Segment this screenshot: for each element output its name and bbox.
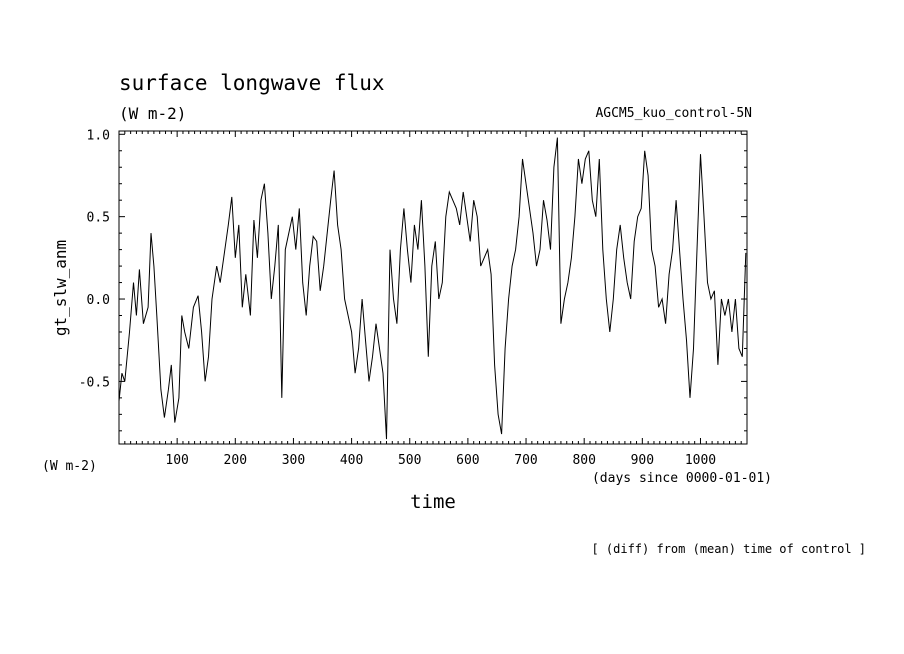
y-axis-tick-labels: -0.5 0.0 0.5 1.0 xyxy=(79,128,110,390)
y-tick-label: 0.5 xyxy=(87,211,110,226)
y-axis-label: gt_slw_anm xyxy=(51,240,70,336)
x-axis-tick-labels: 100 200 300 400 500 600 700 800 900 1000 xyxy=(165,453,716,468)
x-tick-label: 800 xyxy=(572,453,595,468)
x-tick-label: 300 xyxy=(282,453,305,468)
experiment-label: AGCM5_kuo_control-5N xyxy=(595,106,752,121)
x-axis-label: time xyxy=(410,491,456,513)
y-axis-units: (W m-2) xyxy=(42,459,97,474)
chart-title: surface longwave flux xyxy=(119,71,385,95)
series-line xyxy=(118,137,747,440)
x-tick-label: 500 xyxy=(398,453,421,468)
footnote: [ (diff) from (mean) time of control ] xyxy=(591,542,866,556)
y-tick-label: 1.0 xyxy=(87,128,110,143)
x-axis-units: (days since 0000-01-01) xyxy=(592,471,772,486)
y-tick-label: -0.5 xyxy=(79,375,110,390)
y-tick-label: 0.0 xyxy=(87,293,110,308)
chart-units: (W m-2) xyxy=(119,104,186,123)
x-tick-label: 700 xyxy=(514,453,537,468)
axis-ticks xyxy=(119,131,747,444)
x-tick-label: 400 xyxy=(340,453,363,468)
x-tick-label: 1000 xyxy=(685,453,716,468)
x-tick-label: 100 xyxy=(165,453,188,468)
x-tick-label: 600 xyxy=(456,453,479,468)
x-tick-label: 200 xyxy=(224,453,247,468)
x-tick-label: 900 xyxy=(631,453,654,468)
